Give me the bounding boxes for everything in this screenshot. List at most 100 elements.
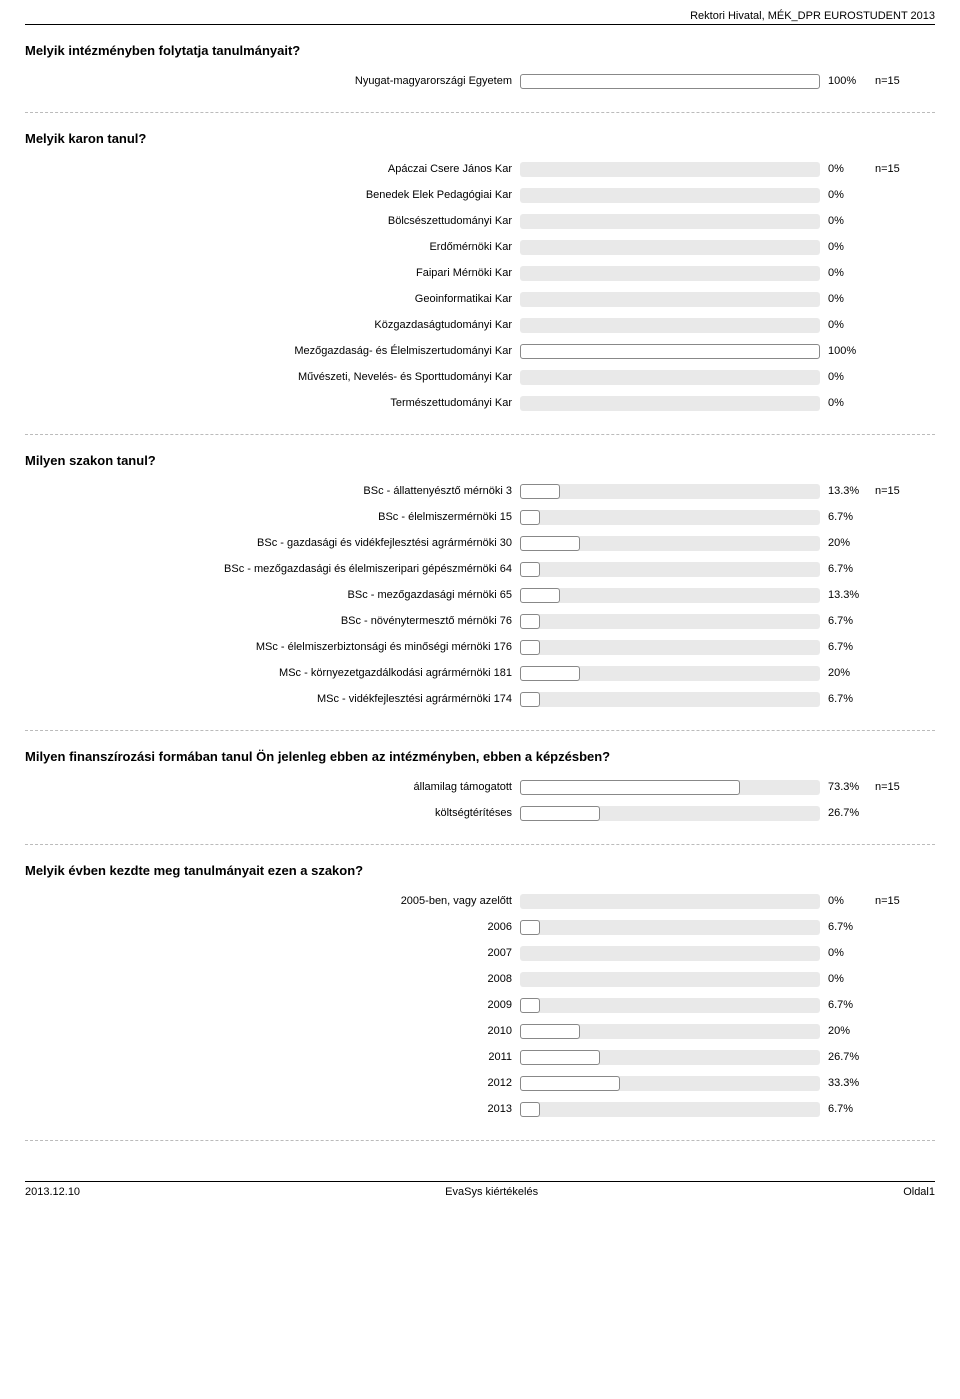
bar-fill [520,1050,600,1065]
row-percent: 20% [820,667,875,679]
bar-track [520,162,820,177]
bar-track [520,614,820,629]
row-label: Természettudományi Kar [25,397,520,409]
row-percent: 0% [820,267,875,279]
row-n: n=15 [875,895,930,907]
bar-fill [520,998,540,1013]
bar-row: 201233.3% [25,1070,935,1096]
bar-track [520,292,820,307]
survey-section: Melyik karon tanul?Apáczai Csere János K… [25,131,935,416]
bar-row: Bölcsészettudományi Kar 0% [25,208,935,234]
row-percent: 6.7% [820,511,875,523]
bar-track [520,780,820,795]
bar-row: MSc - vidékfejlesztési agrármérnöki 1746… [25,686,935,712]
row-label: Faipari Mérnöki Kar [25,267,520,279]
survey-section: Milyen finanszírozási formában tanul Ön … [25,749,935,826]
bar-fill [520,920,540,935]
section-divider [25,1140,935,1141]
row-label: BSc - gazdasági és vidékfejlesztési agrá… [25,537,520,549]
row-label: Benedek Elek Pedagógiai Kar [25,189,520,201]
bar-fill [520,484,560,499]
row-percent: 100% [820,75,875,87]
footer-left: 2013.12.10 [25,1186,80,1198]
row-percent: 13.3% [820,485,875,497]
bar-track [520,370,820,385]
row-label: 2008 [25,973,520,985]
bar-row: BSc - növénytermesztő mérnöki 76 6.7% [25,608,935,634]
row-percent: 0% [820,319,875,331]
bar-row: 2008 0% [25,966,935,992]
bar-track [520,920,820,935]
bar-track [520,972,820,987]
bar-track [520,562,820,577]
row-percent: 0% [820,973,875,985]
row-percent: 0% [820,189,875,201]
row-label: Erdőmérnöki Kar [25,241,520,253]
bar-row: 20096.7% [25,992,935,1018]
section-divider [25,730,935,731]
bar-row: MSc - környezetgazdálkodási agrármérnöki… [25,660,935,686]
bar-fill [520,614,540,629]
section-divider [25,112,935,113]
bar-track [520,396,820,411]
row-label: Mezőgazdaság- és Élelmiszertudományi Kar [25,345,520,357]
bar-row: 201020% [25,1018,935,1044]
row-percent: 0% [820,241,875,253]
bar-row: Közgazdaságtudományi Kar0% [25,312,935,338]
bar-row: Nyugat-magyarországi Egyetem100%n=15 [25,68,935,94]
row-label: BSc - mezőgazdasági és élelmiszeripari g… [25,563,520,575]
bar-row: Erdőmérnöki Kar 0% [25,234,935,260]
row-percent: 6.7% [820,921,875,933]
row-label: MSc - környezetgazdálkodási agrármérnöki… [25,667,520,679]
row-label: Geoinformatikai Kar [25,293,520,305]
bar-track [520,806,820,821]
bar-fill [520,588,560,603]
row-label: 2011 [25,1051,520,1063]
bar-row: Művészeti, Nevelés- és Sporttudományi Ka… [25,364,935,390]
bar-row: 201126.7% [25,1044,935,1070]
row-label: BSc - növénytermesztő mérnöki 76 [25,615,520,627]
bar-fill [520,562,540,577]
row-percent: 6.7% [820,615,875,627]
row-n: n=15 [875,75,930,87]
section-title: Melyik évben kezdte meg tanulmányait eze… [25,863,935,878]
bar-row: 20066.7% [25,914,935,940]
bar-track [520,318,820,333]
bar-track [520,692,820,707]
bar-track [520,998,820,1013]
row-label: 2012 [25,1077,520,1089]
bar-fill [520,806,600,821]
row-label: 2010 [25,1025,520,1037]
row-label: MSc - élelmiszerbiztonsági és minőségi m… [25,641,520,653]
bar-fill [520,780,740,795]
bar-fill [520,74,820,89]
bar-track [520,214,820,229]
bar-fill [520,1102,540,1117]
row-percent: 0% [820,895,875,907]
row-percent: 0% [820,371,875,383]
survey-section: Milyen szakon tanul?BSc - állattenyésztő… [25,453,935,712]
section-divider [25,434,935,435]
bar-row: 2005-ben, vagy azelőtt 0%n=15 [25,888,935,914]
bar-row: költségtérítéses26.7% [25,800,935,826]
bar-track [520,1050,820,1065]
bar-row: BSc - mezőgazdasági és élelmiszeripari g… [25,556,935,582]
section-title: Milyen finanszírozási formában tanul Ön … [25,749,935,764]
row-label: 2005-ben, vagy azelőtt [25,895,520,907]
bar-fill [520,1076,620,1091]
bar-track [520,536,820,551]
bar-row: Benedek Elek Pedagógiai Kar 0% [25,182,935,208]
row-percent: 0% [820,947,875,959]
row-n: n=15 [875,781,930,793]
survey-section: Melyik évben kezdte meg tanulmányait eze… [25,863,935,1122]
row-percent: 6.7% [820,693,875,705]
row-label: BSc - mezőgazdasági mérnöki 65 [25,589,520,601]
row-label: államilag támogatott [25,781,520,793]
bar-row: BSc - élelmiszermérnöki 156.7% [25,504,935,530]
page-footer: 2013.12.10 EvaSys kiértékelés Oldal1 [25,1181,935,1198]
bar-fill [520,692,540,707]
bar-row: BSc - állattenyésztő mérnöki 313.3%n=15 [25,478,935,504]
row-label: Bölcsészettudományi Kar [25,215,520,227]
row-percent: 0% [820,215,875,227]
bar-track [520,74,820,89]
